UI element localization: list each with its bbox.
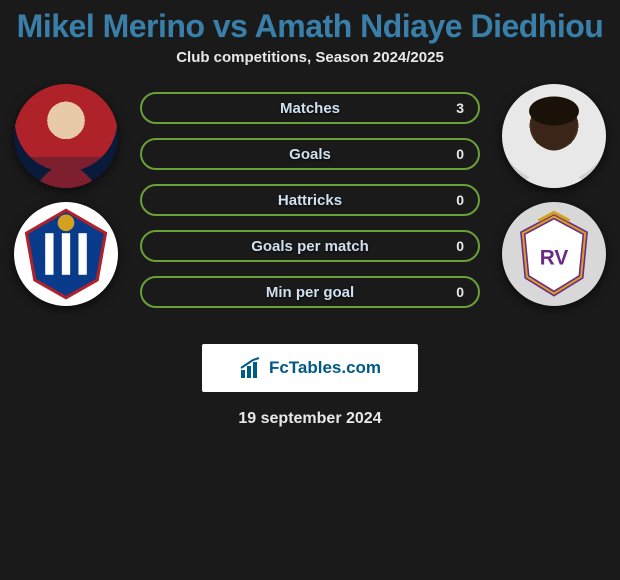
page-title: Mikel Merino vs Amath Ndiaye Diedhiou [0,0,620,49]
real-sociedad-crest-icon [14,202,118,306]
stat-value: 0 [456,284,464,300]
stat-value: 3 [456,100,464,116]
stat-value: 0 [456,238,464,254]
stat-label: Goals [289,146,331,163]
page-subtitle: Club competitions, Season 2024/2025 [0,49,620,78]
stat-label: Matches [280,100,340,117]
player1-avatar [14,84,118,188]
stat-row-min-per-goal: Min per goal 0 [140,276,480,308]
stat-label: Goals per match [251,238,369,255]
stat-row-hattricks: Hattricks 0 [140,184,480,216]
stat-label: Min per goal [266,284,354,301]
bar-chart-icon [239,356,263,380]
player2-avatar [502,84,606,188]
player2-column: RV [494,78,614,306]
stat-row-matches: Matches 3 [140,92,480,124]
player2-club-crest: RV [502,202,606,306]
branding-text: FcTables.com [269,358,381,378]
stat-row-goals-per-match: Goals per match 0 [140,230,480,262]
player1-column [6,78,126,306]
stats-list: Matches 3 Goals 0 Hattricks 0 Goals per … [140,92,480,308]
branding-box[interactable]: FcTables.com [202,344,418,392]
stat-row-goals: Goals 0 [140,138,480,170]
stat-value: 0 [456,192,464,208]
comparison-panel: RV Matches 3 Goals 0 Hattricks 0 Goals p… [0,78,620,338]
stat-value: 0 [456,146,464,162]
player-photo-icon [502,84,606,188]
stat-label: Hattricks [278,192,342,209]
svg-text:RV: RV [540,246,569,269]
snapshot-date: 19 september 2024 [0,410,620,428]
player-photo-icon [14,84,118,188]
player1-club-crest [14,202,118,306]
real-valladolid-crest-icon: RV [502,202,606,306]
